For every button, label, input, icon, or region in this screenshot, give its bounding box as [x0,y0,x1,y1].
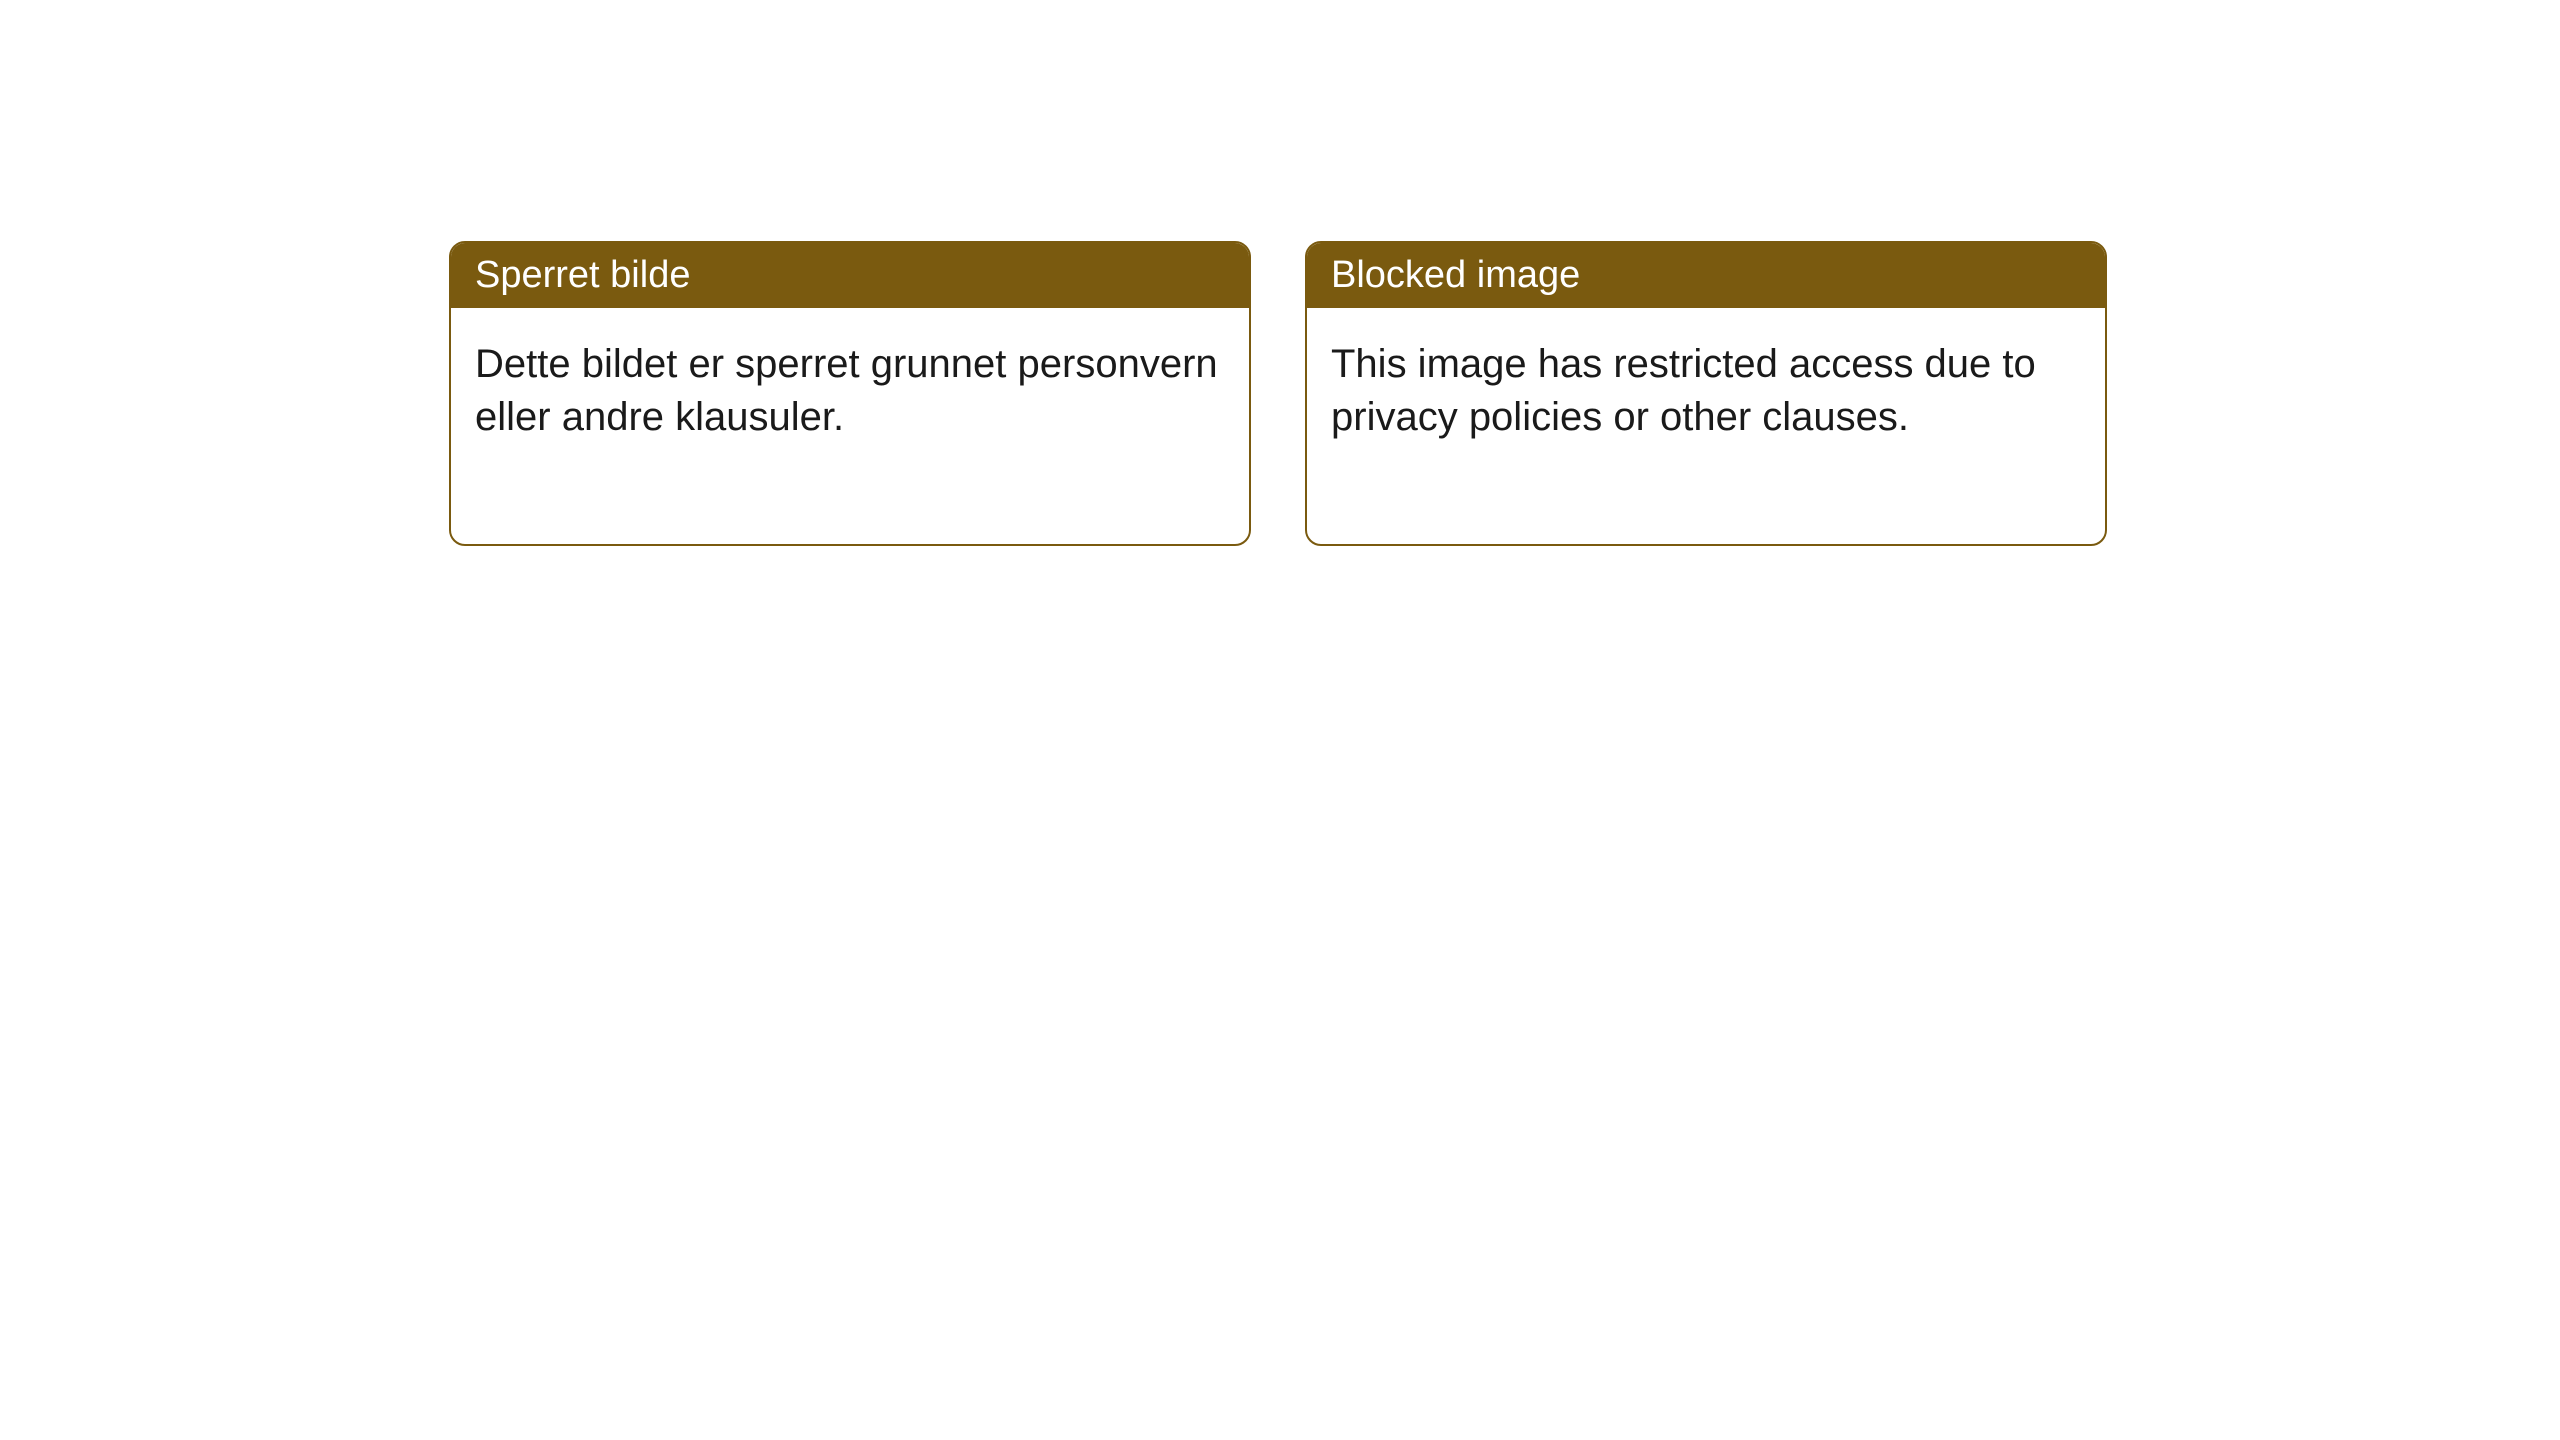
notice-cards-container: Sperret bilde Dette bildet er sperret gr… [449,241,2107,546]
blocked-image-card-english: Blocked image This image has restricted … [1305,241,2107,546]
card-body: Dette bildet er sperret grunnet personve… [451,308,1249,544]
card-header: Blocked image [1307,243,2105,308]
card-message: This image has restricted access due to … [1331,342,2036,439]
card-title: Blocked image [1331,254,1580,296]
card-body: This image has restricted access due to … [1307,308,2105,544]
card-header: Sperret bilde [451,243,1249,308]
card-message: Dette bildet er sperret grunnet personve… [475,342,1218,439]
blocked-image-card-norwegian: Sperret bilde Dette bildet er sperret gr… [449,241,1251,546]
card-title: Sperret bilde [475,254,690,296]
